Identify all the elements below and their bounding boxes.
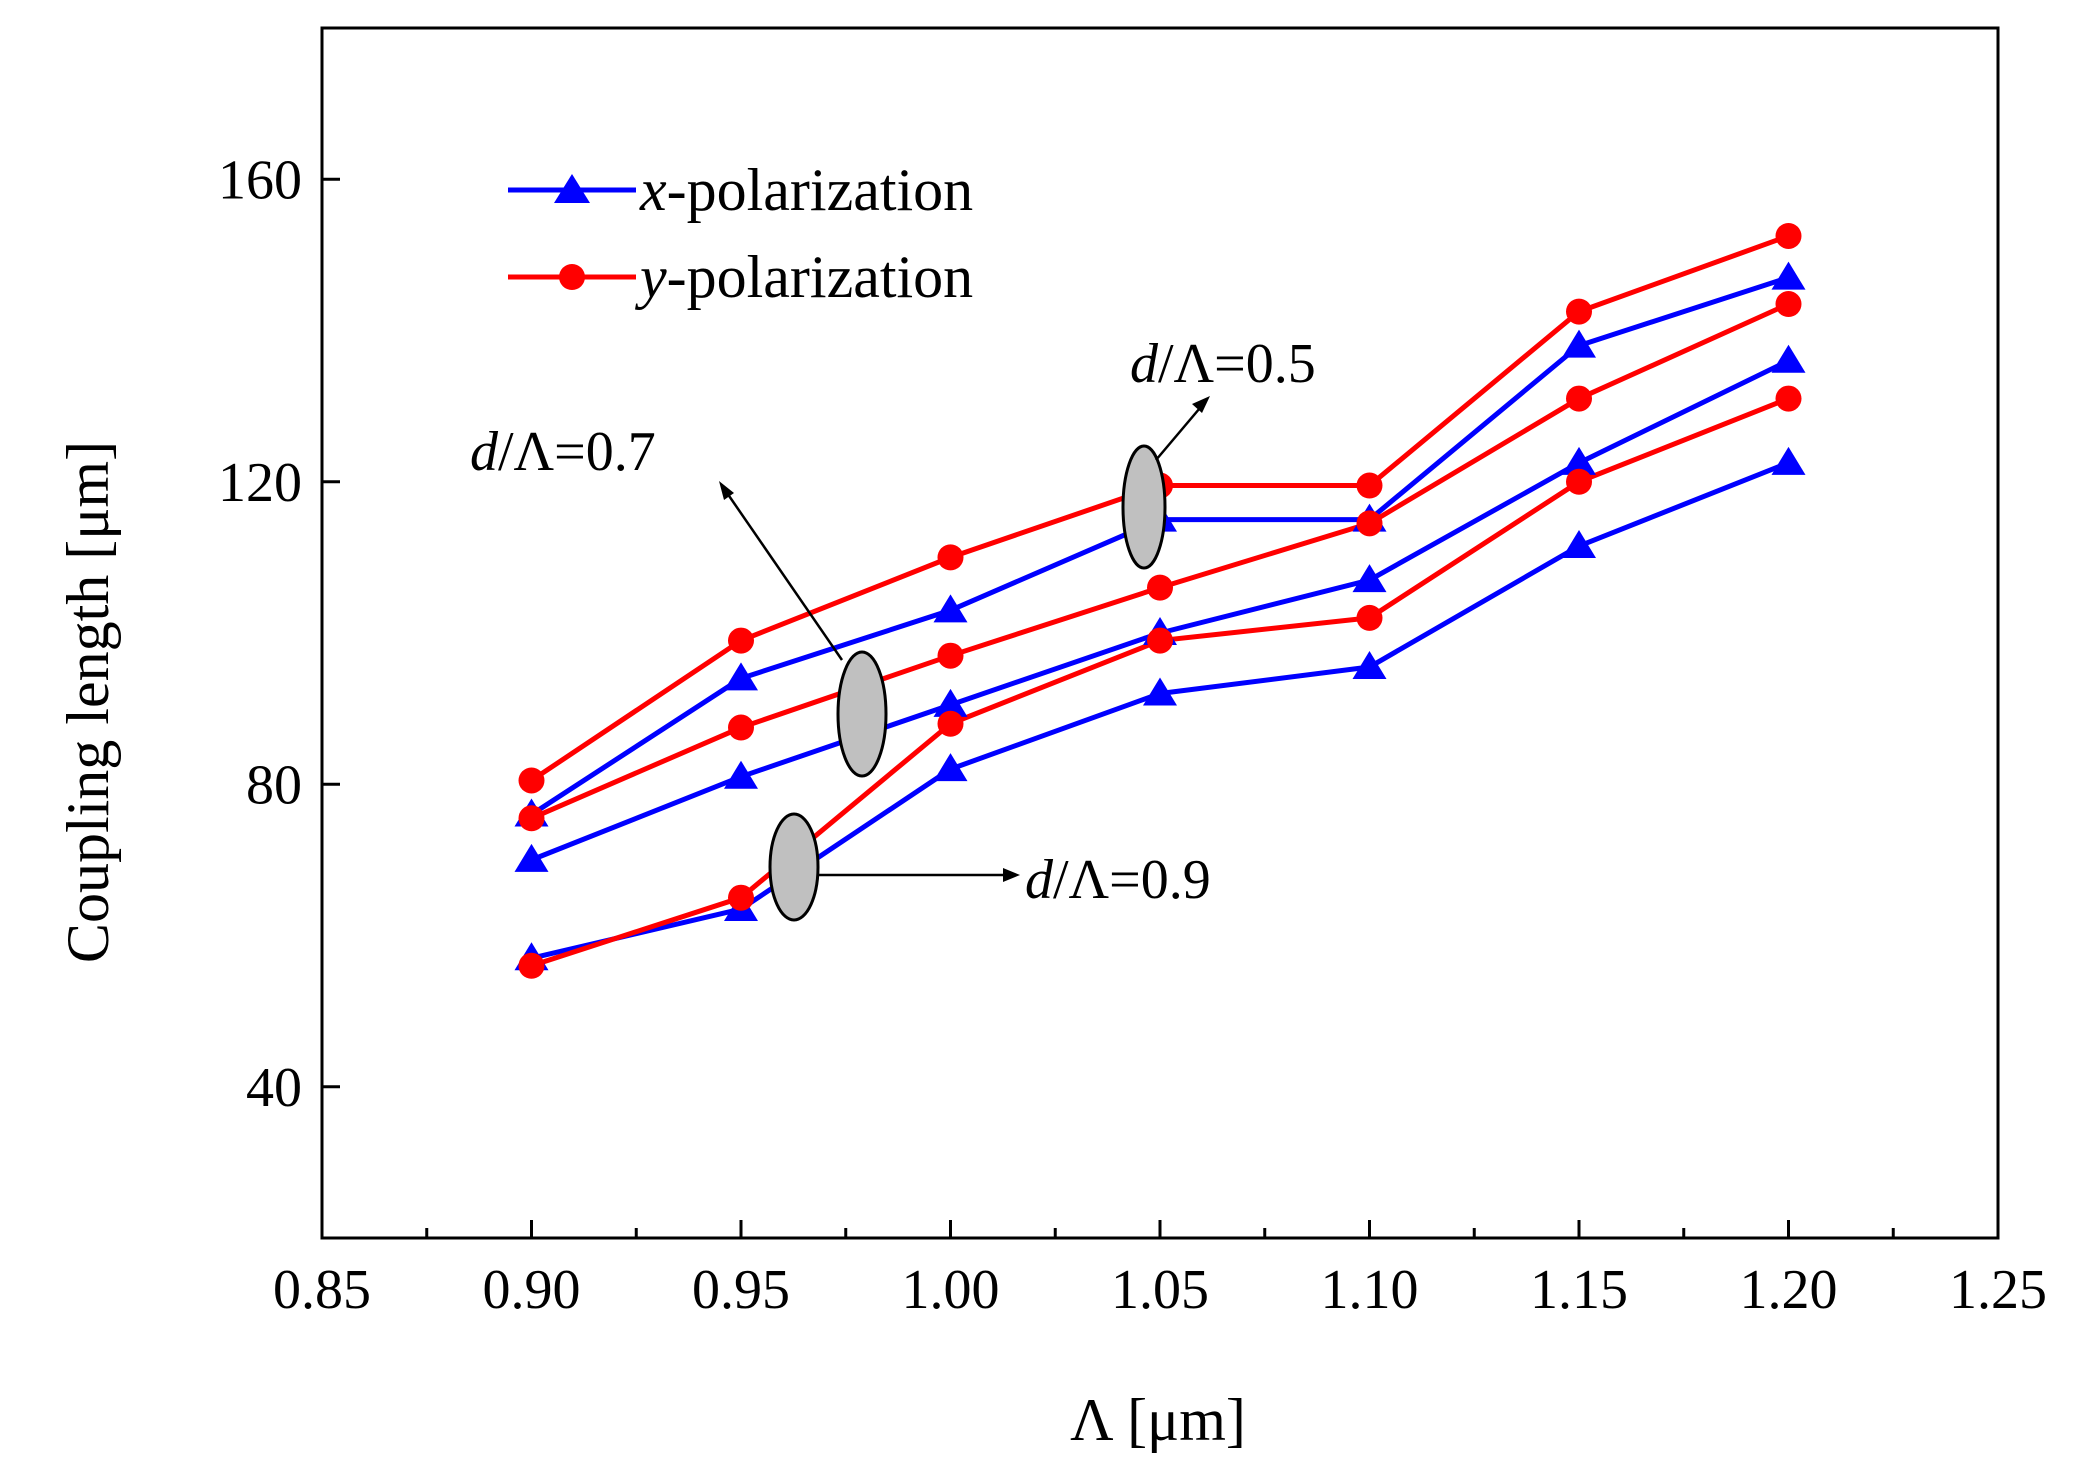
data-point-x-polarization [1143,677,1177,706]
data-point-x-polarization [1562,329,1596,358]
data-point-y-polarization [1356,510,1383,537]
x-tick-label: 1.00 [902,1259,1000,1321]
data-point-y-polarization [1775,291,1802,318]
group-ellipse-0.5 [1121,444,1167,570]
axes: 0.85 0.90 0.95 1.00 1.05 1.10 1.15 1.20 1.25 40 80… [218,26,2047,1321]
data-point-y-polarization [1566,385,1592,412]
x-axis-title: Λ [μm] [1070,1387,1246,1453]
data-point-y-polarization [1356,604,1383,631]
arrowhead-0.5 [1192,396,1210,413]
data-point-x-polarization [1352,564,1387,593]
x-tick-label: 1.20 [1740,1259,1838,1321]
data-point-y-polarization [1147,574,1173,601]
legend: x-polarization y-polarization [508,157,973,310]
arrow-0.5 [1155,401,1206,461]
x-tick-label: 0.95 [692,1259,790,1321]
annotation-label-0.9: d/Λ=0.9 [1025,849,1211,911]
x-tick-label: 1.15 [1530,1259,1628,1321]
data-point-y-polarization [728,884,754,911]
x-tick-label: 1.25 [1949,1259,2047,1321]
data-point-x-polarization [933,753,968,782]
data-point-y-polarization [937,544,964,571]
data-point-y-polarization [937,710,964,737]
data-point-x-polarization [1771,344,1806,373]
arrowhead-0.7 [719,481,734,500]
legend-marker-x [554,174,590,203]
annotation-label-0.7: d/Λ=0.7 [470,421,656,483]
legend-marker-y [559,264,585,290]
data-point-x-polarization [514,843,549,872]
data-point-x-polarization [933,688,968,717]
data-point-y-polarization [1566,468,1592,495]
data-point-y-polarization [1566,298,1592,325]
annotation-label-0.5: d/Λ=0.5 [1130,333,1316,395]
legend-label-y: y-polarization [634,244,973,310]
y-tick-label: 80 [246,754,302,816]
y-tick-label: 120 [218,452,302,514]
data-point-y-polarization [728,714,754,741]
annotations: d/Λ=0.5 d/Λ=0.7 d/Λ=0.9 [470,333,1316,922]
data-point-y-polarization [1356,472,1383,499]
x-tick-label: 0.90 [483,1259,581,1321]
data-point-y-polarization [1775,222,1802,249]
data-point-x-polarization [1771,261,1806,290]
data-point-x-polarization [1352,651,1387,680]
y-axis-title: Coupling length [μm] [55,441,121,963]
data-point-x-polarization [1562,446,1596,475]
y-tick-label: 160 [218,149,302,211]
data-point-x-polarization [724,662,758,691]
series-line-x-2 [530,358,1790,863]
data-point-y-polarization [1775,385,1802,412]
legend-label-x: x-polarization [639,157,973,223]
group-ellipse-0.9 [768,812,820,922]
data-point-x-polarization [1562,530,1596,559]
data-point-x-polarization [1771,446,1806,475]
arrow-0.7 [723,489,844,661]
data-point-y-polarization [937,642,964,669]
x-tick-label: 0.85 [273,1259,371,1321]
y-tick-label: 40 [246,1057,302,1119]
x-tick-label: 1.05 [1111,1259,1209,1321]
x-tick-label: 1.10 [1321,1259,1419,1321]
data-point-x-polarization [724,760,758,789]
data-point-y-polarization [1147,627,1173,654]
data-point-x-polarization [933,594,968,623]
data-point-y-polarization [518,805,545,832]
arrowhead-0.9 [1003,868,1020,882]
data-point-y-polarization [518,767,545,794]
group-ellipse-0.7 [836,650,888,778]
data-point-y-polarization [518,952,545,979]
data-point-y-polarization [728,627,754,654]
